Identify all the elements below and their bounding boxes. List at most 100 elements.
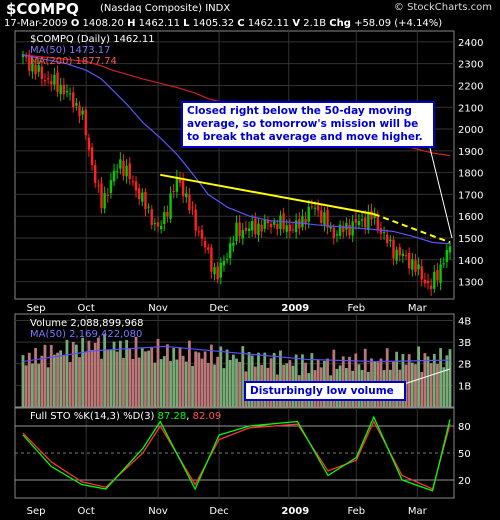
- volume-bar: [27, 352, 31, 407]
- price-candle-body: [414, 260, 417, 272]
- volume-bar: [46, 367, 50, 407]
- annotation-ma-callout: Closed right below the 50-day moving ave…: [181, 101, 435, 148]
- volume-bar: [448, 349, 452, 407]
- volume-bar: [34, 347, 37, 407]
- price-candle-body: [28, 54, 31, 71]
- price-candle-body: [172, 190, 175, 192]
- price-candle-body: [169, 193, 172, 219]
- sto-tick-label: 50: [458, 449, 471, 460]
- volume-bar: [414, 364, 417, 407]
- volume-bar: [395, 351, 399, 407]
- price-candle-body: [373, 214, 376, 219]
- volume-bar: [231, 354, 235, 407]
- price-candle-body: [97, 185, 100, 187]
- chart-header: $COMPQ (Nasdaq Composite) INDX © StockCh…: [0, 0, 500, 30]
- volume-bar: [238, 361, 242, 407]
- price-candle-body: [34, 64, 37, 75]
- resistance-trendline-extension: [373, 213, 451, 244]
- volume-bar: [150, 347, 154, 407]
- price-candle-body: [213, 267, 216, 275]
- price-candle-body: [131, 181, 135, 183]
- volume-bar: [363, 348, 367, 407]
- price-candle-body: [90, 147, 94, 166]
- volume-bar: [78, 357, 81, 407]
- price-candle-body: [84, 109, 87, 136]
- price-candle-body: [313, 207, 317, 209]
- price-tick-label: 1400: [458, 256, 483, 267]
- volume-bar: [24, 365, 28, 407]
- close-label: C: [237, 18, 245, 29]
- volume-bar: [62, 354, 66, 407]
- price-candle-body: [207, 247, 210, 250]
- price-candle-body: [285, 225, 288, 232]
- price-candle-body: [420, 266, 423, 280]
- volume-bar: [125, 339, 129, 407]
- date-tick-label: Nov: [148, 506, 168, 517]
- price-candle-body: [100, 183, 103, 209]
- price-candle-body: [288, 224, 292, 232]
- price-candle-body: [106, 194, 109, 196]
- volume-bar: [59, 350, 63, 407]
- volume-bar: [169, 360, 172, 407]
- volume-bar: [445, 355, 449, 407]
- price-candle-body: [62, 84, 66, 95]
- price-candle-body: [376, 216, 379, 230]
- price-candle-body: [128, 163, 131, 179]
- price-candle-body: [304, 218, 307, 224]
- volume-bar: [178, 347, 182, 407]
- quote-date: 17-Mar-2009: [4, 18, 68, 29]
- price-tick-label: 2300: [458, 60, 483, 71]
- sto-tick-label: 80: [458, 422, 471, 433]
- price-candle-body: [141, 192, 144, 202]
- volume-bar: [401, 354, 405, 407]
- price-candle-body: [389, 239, 392, 241]
- volume-bar: [257, 352, 260, 407]
- price-candle-body: [225, 259, 229, 261]
- price-candle-body: [68, 93, 72, 95]
- volume-bar: [106, 349, 110, 407]
- price-candle-body: [166, 211, 169, 217]
- price-candle-body: [445, 249, 449, 262]
- volume-bar: [147, 350, 150, 407]
- volume-bar: [162, 356, 166, 407]
- price-candle-body: [137, 188, 141, 200]
- volume-bar: [219, 346, 223, 407]
- sto-legend-label: Full STO %K(14,3) %D(3): [30, 411, 155, 422]
- quote-line: 17-Mar-2009 O 1408.20 H 1462.11 L 1405.3…: [4, 18, 442, 29]
- price-candle-body: [263, 219, 266, 229]
- price-candle-body: [433, 271, 436, 289]
- change-label: Chg: [329, 18, 351, 29]
- volume-bar: [153, 362, 157, 407]
- price-candle-body: [404, 255, 408, 257]
- volume-bar: [420, 372, 424, 407]
- price-candle-body: [65, 90, 69, 93]
- stockcharts-logo: © StockCharts.com: [393, 2, 492, 13]
- price-candle-body: [194, 209, 197, 231]
- price-candle-body: [144, 191, 147, 210]
- price-candle-body: [269, 223, 273, 228]
- volume-bar: [103, 333, 107, 407]
- volume-bar: [65, 339, 69, 407]
- volume-bar: [354, 353, 358, 407]
- price-candle-body: [247, 228, 251, 232]
- date-tick-label: Nov: [148, 303, 168, 314]
- price-candle-body: [43, 79, 47, 81]
- price-candle-body: [125, 165, 128, 177]
- symbol-description: (Nasdaq Composite) INDX: [100, 3, 230, 14]
- volume-bar: [279, 350, 282, 407]
- price-candle-body: [219, 262, 223, 278]
- price-candle-body: [163, 212, 166, 224]
- price-candle-body: [367, 211, 370, 231]
- volume-bar: [115, 351, 119, 407]
- price-candle-body: [53, 74, 56, 85]
- volume-tick-label: 2B: [458, 360, 471, 371]
- price-candle-body: [417, 264, 420, 270]
- volume-bar: [197, 352, 201, 407]
- volume-bar: [93, 342, 97, 407]
- volume-bar: [272, 352, 276, 407]
- date-tick-label: 2009: [281, 506, 309, 517]
- price-candle-body: [392, 239, 395, 259]
- ma50-line: [22, 54, 451, 245]
- price-candle-body: [119, 159, 122, 169]
- volume-bar: [68, 362, 72, 407]
